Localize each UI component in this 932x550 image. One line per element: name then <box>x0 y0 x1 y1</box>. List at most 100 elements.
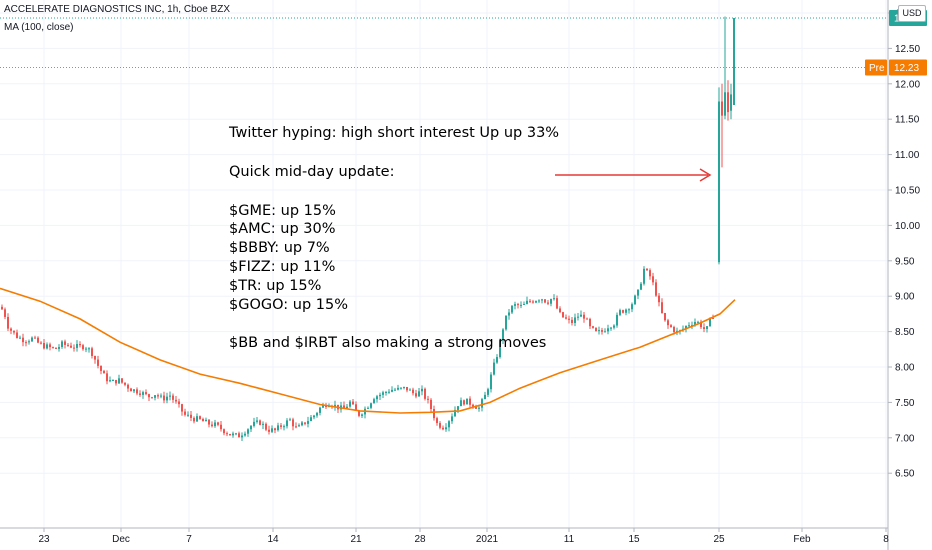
candle-body <box>493 362 495 375</box>
candle-body <box>307 421 309 424</box>
x-tick-label: 8 <box>883 534 889 545</box>
candle-body <box>499 340 501 358</box>
candle-body <box>205 419 207 422</box>
candle-body <box>73 347 75 349</box>
y-tick-label: 10.00 <box>895 221 920 232</box>
candle-body <box>151 397 153 399</box>
candle-body <box>574 317 576 324</box>
currency-button[interactable]: USD <box>898 5 926 22</box>
candle-body <box>271 428 273 432</box>
candle-body <box>466 398 468 405</box>
ticker-line: $AMC: up 30% <box>229 221 336 238</box>
x-tick-label: 2021 <box>476 534 499 545</box>
y-tick-label: 9.00 <box>895 292 915 303</box>
candle-body <box>664 313 666 321</box>
y-tick-label: 6.50 <box>895 469 915 480</box>
candle-body <box>697 321 699 323</box>
candle-body <box>100 365 102 371</box>
candle-body <box>412 389 414 394</box>
candle-body <box>430 399 432 410</box>
candle-body <box>244 433 246 436</box>
candle-body <box>541 299 543 301</box>
candle-body <box>91 348 93 356</box>
annotation-line-2: Quick mid-day update: <box>229 163 395 180</box>
candle-body <box>523 303 525 305</box>
y-tick-label: 9.50 <box>895 256 915 267</box>
candle-body <box>727 92 729 113</box>
candle-body <box>568 318 570 320</box>
candle-body <box>433 409 435 419</box>
candle-body <box>1 306 3 310</box>
candle-body <box>379 394 381 397</box>
candle-body <box>139 393 141 395</box>
annotation-arrow <box>555 168 712 182</box>
candle-body <box>61 341 63 348</box>
candle-body <box>652 276 654 283</box>
candle-body <box>157 395 159 397</box>
candle-body <box>472 404 474 407</box>
candle-body <box>133 389 135 392</box>
candle-body <box>346 406 348 409</box>
candle-body <box>118 378 120 384</box>
candle-body <box>274 428 276 431</box>
candle-body <box>601 330 603 332</box>
indicator-label: MA (100, close) <box>4 22 74 33</box>
candle-body <box>280 425 282 427</box>
candle-body <box>535 301 537 303</box>
x-tick-label: 25 <box>713 534 725 545</box>
candle-body <box>202 418 204 422</box>
candle-body <box>40 342 42 344</box>
candle-body <box>508 312 510 316</box>
candle-body <box>250 425 252 430</box>
candle-body <box>481 399 483 408</box>
candle-body <box>97 359 99 366</box>
candle-body <box>148 394 150 398</box>
candle-body <box>586 318 588 320</box>
candle-body <box>283 426 285 428</box>
candle-body <box>232 433 234 436</box>
candle-body <box>415 393 417 397</box>
candle-body <box>475 406 477 409</box>
candle-body <box>403 386 405 388</box>
candle-body <box>397 387 399 390</box>
candle-body <box>457 406 459 410</box>
ticker-line: $FIZZ: up 11% <box>229 258 336 275</box>
candle-body <box>517 304 519 306</box>
candle-body <box>409 389 411 391</box>
candle-body <box>676 330 678 333</box>
y-tick-label: 10.50 <box>895 186 920 197</box>
candle-body <box>154 395 156 398</box>
candle-body <box>424 388 426 399</box>
candle-body <box>64 341 66 345</box>
ticker-line: $GOGO: up 15% <box>229 296 348 313</box>
candle-body <box>223 429 225 434</box>
candle-body <box>502 329 504 341</box>
candle-body <box>142 392 144 395</box>
candle-body <box>373 399 375 404</box>
candle-body <box>703 327 705 329</box>
candle-body <box>217 422 219 425</box>
candle-body <box>514 304 516 306</box>
x-tick-label: 21 <box>350 534 362 545</box>
candle-body <box>70 345 72 348</box>
candle-body <box>469 398 471 405</box>
y-tick-label: 7.00 <box>895 433 915 444</box>
candle-body <box>724 92 726 116</box>
candle-body <box>721 101 723 116</box>
premarket-price-label: Pre 12.23 <box>865 59 927 76</box>
x-tick-label: Dec <box>112 534 130 545</box>
candle-body <box>451 416 453 422</box>
candle-body <box>166 396 168 401</box>
candle-body <box>562 312 564 318</box>
candle-body <box>352 401 354 405</box>
candle-body <box>199 416 201 419</box>
ticker-line: $BBBY: up 7% <box>229 240 330 257</box>
svg-text:Pre: Pre <box>869 63 885 74</box>
candle-body <box>688 325 690 327</box>
candle-body <box>640 283 642 290</box>
candle-body <box>622 310 624 313</box>
candle-body <box>112 379 114 381</box>
candle-body <box>547 302 549 304</box>
candle-body <box>529 300 531 302</box>
